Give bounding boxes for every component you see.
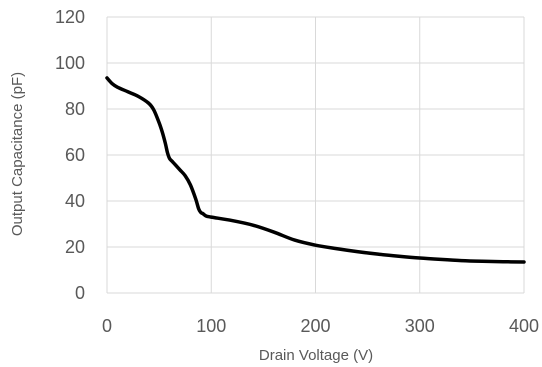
grid: [106, 16, 525, 294]
y-tick-label: 0: [75, 283, 85, 303]
x-tick-label: 300: [405, 316, 435, 336]
x-tick-label: 0: [102, 316, 112, 336]
x-tick-label: 400: [509, 316, 539, 336]
y-tick-label: 60: [65, 145, 85, 165]
tick-labels: 0 20 40 60 80 100 120 0 100 200 300 400: [55, 7, 539, 336]
y-axis-title: Output Capacitance (pF): [9, 72, 26, 236]
y-tick-label: 20: [65, 237, 85, 257]
y-tick-label: 80: [65, 99, 85, 119]
x-tick-label: 100: [196, 316, 226, 336]
x-axis-title: Drain Voltage (V): [259, 347, 373, 364]
y-tick-label: 100: [55, 53, 85, 73]
series-layer: [105, 76, 526, 264]
x-tick-label: 200: [300, 316, 330, 336]
y-tick-label: 40: [65, 191, 85, 211]
capacitance-series-line: [105, 76, 526, 264]
y-tick-label: 120: [55, 7, 85, 27]
